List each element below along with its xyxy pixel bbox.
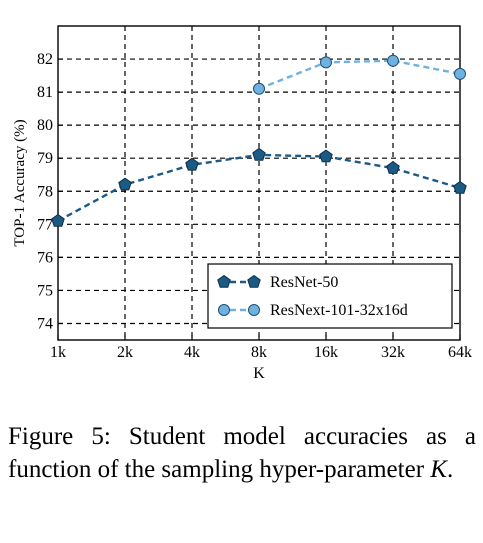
accuracy-line-chart: 1k 2k 4k 8k 16k 32k 64k 74 75 76 77 78 79 80 81 82 K TOP-… (12, 25, 472, 382)
series-1-point (118, 177, 132, 191)
series-1-point (386, 160, 400, 174)
y-tick-label: 74 (37, 315, 53, 332)
y-tick-label: 77 (37, 216, 53, 233)
series-2-point (253, 82, 265, 95)
x-tick-label: 2k (117, 344, 133, 361)
legend-label: ResNext-101-32x16d (270, 302, 408, 319)
y-tick-label: 75 (37, 282, 53, 299)
caption-label: Figure 5: (8, 423, 111, 450)
series-2-point (454, 67, 466, 80)
legend-label: ResNet-50 (270, 274, 338, 291)
y-tick-label: 80 (37, 117, 53, 134)
x-tick-label: 64k (448, 344, 472, 361)
y-axis-label: TOP-1 Accuracy (%) (12, 119, 28, 246)
legend-marker (248, 304, 260, 316)
series-2-point (320, 56, 332, 69)
y-tick-label: 82 (37, 51, 53, 68)
legend-box (207, 263, 453, 329)
caption-text: Student model accuracies as a function o… (8, 423, 477, 483)
legend-marker (217, 274, 231, 288)
x-axis-label: K (253, 365, 265, 382)
series-line-2 (258, 59, 461, 90)
chart-figure: 1k 2k 4k 8k 16k 32k 64k 74 75 76 77 78 79 80 81 82 K TOP-… (12, 25, 472, 382)
x-tick-label: 1k (50, 344, 66, 361)
x-tick-label: 16k (314, 344, 338, 361)
y-tick-label: 79 (37, 150, 53, 167)
legend-marker (218, 304, 230, 316)
series-1-point (51, 213, 65, 227)
legend-marker (247, 274, 261, 288)
caption-variable: K (430, 456, 447, 483)
series-1-point (319, 149, 333, 163)
series-1-point (252, 147, 266, 161)
figure-caption: Figure 5: Student model accuracies as a … (8, 420, 476, 486)
y-tick-label: 81 (37, 84, 53, 101)
series-2-point (387, 54, 399, 67)
caption-end: . (446, 456, 454, 483)
x-tick-label: 32k (381, 344, 405, 361)
y-tick-label: 76 (37, 249, 53, 266)
x-tick-label: 8k (251, 344, 267, 361)
y-tick-label: 78 (37, 183, 53, 200)
x-tick-label: 4k (184, 344, 200, 361)
series-1-point (185, 157, 199, 171)
series-1-point (453, 180, 467, 194)
